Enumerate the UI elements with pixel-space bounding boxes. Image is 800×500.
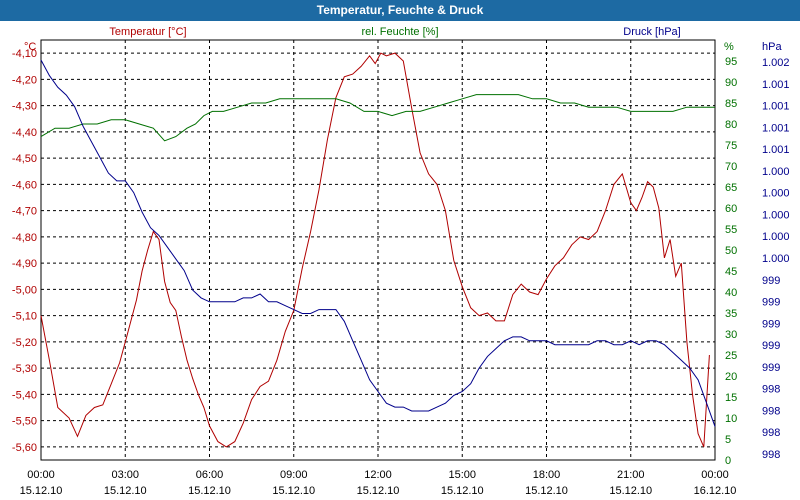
tick-labels: -4,10 -4,20 -4,30 -4,40 -4,50 -4,60 -4,70 -4,80… [12, 48, 790, 497]
x-tick-date: 16.12.10 [694, 485, 737, 497]
x-tick-time: 15:00 [448, 469, 476, 481]
temperature-tick-label: -4,50 [12, 153, 37, 165]
pressure-tick-label: 1.002 [762, 57, 790, 69]
humidity-tick-label: 95 [725, 56, 737, 68]
x-tick-time: 00:00 [27, 469, 55, 481]
pressure-tick-label: 999 [762, 340, 780, 352]
temperature-tick-label: -5,10 [12, 311, 37, 323]
x-tick-time: 12:00 [364, 469, 392, 481]
humidity-tick-label: 30 [725, 329, 737, 341]
x-tick-date: 15.12.10 [609, 485, 652, 497]
pressure-tick-label: 1.000 [762, 231, 790, 243]
humidity-tick-label: 55 [725, 224, 737, 236]
x-tick-date: 15.12.10 [188, 485, 231, 497]
humidity-tick-label: 50 [725, 245, 737, 257]
pressure-axis-unit: hPa [762, 41, 782, 53]
humidity-axis-unit: % [724, 41, 734, 53]
humidity-tick-label: 10 [725, 413, 737, 425]
x-tick-date: 15.12.10 [525, 485, 568, 497]
pressure-tick-label: 998 [762, 384, 780, 396]
pressure-tick-label: 1.001 [762, 79, 790, 91]
pressure-axis-label: Druck [hPa] [623, 26, 680, 38]
humidity-tick-label: 65 [725, 182, 737, 194]
x-tick-date: 15.12.10 [441, 485, 484, 497]
x-tick-date: 15.12.10 [20, 485, 63, 497]
x-tick-time: 18:00 [533, 469, 561, 481]
pressure-tick-label: 1.001 [762, 101, 790, 113]
pressure-tick-label: 1.000 [762, 209, 790, 221]
x-tick-time: 03:00 [111, 469, 139, 481]
x-tick-time: 21:00 [617, 469, 645, 481]
x-tick-time: 06:00 [196, 469, 224, 481]
temperature-series-line [40, 52, 710, 448]
humidity-tick-label: 80 [725, 119, 737, 131]
grid [40, 39, 716, 461]
humidity-tick-label: 45 [725, 266, 737, 278]
temperature-tick-label: -5,40 [12, 389, 37, 401]
pressure-tick-label: 1.000 [762, 166, 790, 178]
temperature-tick-label: -4,60 [12, 179, 37, 191]
temperature-axis-unit: °C [24, 41, 36, 53]
temperature-tick-label: -5,30 [12, 363, 37, 375]
humidity-tick-label: 5 [725, 434, 731, 446]
series-lines [40, 52, 716, 448]
pressure-tick-label: 999 [762, 275, 780, 287]
temperature-tick-label: -4,20 [12, 74, 37, 86]
humidity-tick-label: 85 [725, 98, 737, 110]
pressure-tick-label: 1.001 [762, 122, 790, 134]
temperature-tick-label: -4,70 [12, 206, 37, 218]
temperature-axis-label: Temperatur [°C] [109, 26, 186, 38]
humidity-tick-label: 35 [725, 308, 737, 320]
temperature-tick-label: -4,10 [12, 48, 37, 60]
temperature-tick-label: -5,50 [12, 416, 37, 428]
pressure-tick-label: 1.001 [762, 144, 790, 156]
pressure-series-line [40, 59, 716, 427]
humidity-tick-label: 15 [725, 392, 737, 404]
temperature-tick-label: -5,60 [12, 442, 37, 454]
temperature-tick-label: -4,80 [12, 232, 37, 244]
pressure-tick-label: 998 [762, 427, 780, 439]
pressure-tick-label: 999 [762, 318, 780, 330]
temperature-tick-label: -4,90 [12, 258, 37, 270]
humidity-series-line [40, 94, 715, 142]
humidity-tick-label: 70 [725, 161, 737, 173]
pressure-tick-label: 1.000 [762, 188, 790, 200]
humidity-tick-label: 25 [725, 350, 737, 362]
pressure-tick-label: 999 [762, 362, 780, 374]
humidity-tick-label: 20 [725, 371, 737, 383]
x-tick-time: 00:00 [701, 469, 729, 481]
temperature-tick-label: -5,20 [12, 337, 37, 349]
temperature-tick-label: -5,00 [12, 284, 37, 296]
temperature-tick-label: -4,40 [12, 127, 37, 139]
pressure-tick-label: 1.000 [762, 253, 790, 265]
humidity-tick-label: 75 [725, 140, 737, 152]
humidity-tick-label: 90 [725, 77, 737, 89]
chart-title: Temperatur, Feuchte & Druck [0, 0, 800, 21]
pressure-tick-label: 998 [762, 405, 780, 417]
pressure-tick-label: 998 [762, 449, 780, 461]
humidity-tick-label: 40 [725, 287, 737, 299]
x-tick-date: 15.12.10 [104, 485, 147, 497]
humidity-axis-label: rel. Feuchte [%] [361, 26, 438, 38]
x-tick-date: 15.12.10 [357, 485, 400, 497]
x-tick-time: 09:00 [280, 469, 308, 481]
pressure-tick-label: 999 [762, 297, 780, 309]
humidity-tick-label: 0 [725, 455, 731, 467]
humidity-tick-label: 60 [725, 203, 737, 215]
x-tick-date: 15.12.10 [272, 485, 315, 497]
temperature-tick-label: -4,30 [12, 101, 37, 113]
